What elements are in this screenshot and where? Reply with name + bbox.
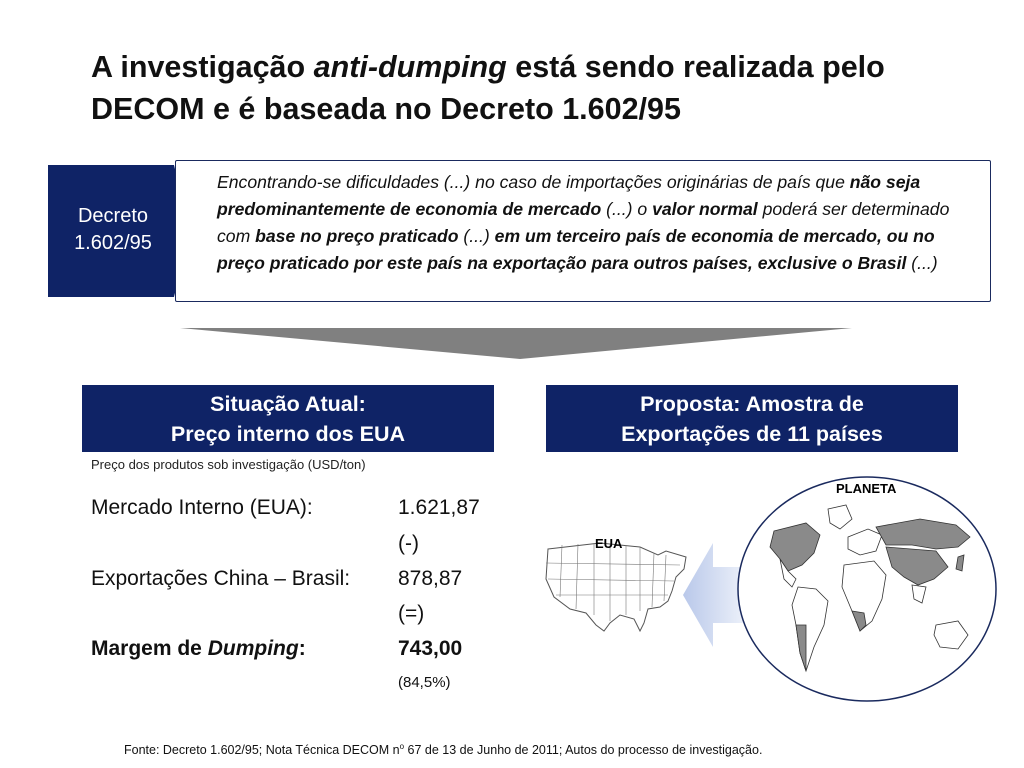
dumping-margin-row: Margem de Dumping: 743,00: [91, 637, 463, 660]
usa-label: EUA: [595, 536, 623, 551]
internal-market-row: Mercado Interno (EUA): 1.621,87: [91, 496, 480, 519]
price-subtitle: Preço dos produtos sob investigação (USD…: [91, 457, 366, 472]
decree-quote-text: Encontrando-se dificuldades (...) no cas…: [217, 172, 950, 273]
internal-market-value: 1.621,87: [398, 496, 480, 519]
decree-tag: Decreto 1.602/95: [48, 165, 190, 297]
proposal-header: Proposta: Amostra de Exportações de 11 p…: [546, 385, 958, 452]
current-situation-header: Situação Atual: Preço interno dos EUA: [82, 385, 494, 452]
planet-label: PLANETA: [836, 481, 897, 496]
world-map-circle: [737, 476, 997, 702]
page-title: A investigação anti-dumping está sendo r…: [91, 50, 885, 126]
funnel-arrow: [180, 328, 852, 359]
dumping-percent: (84,5%): [398, 674, 451, 691]
equals-sign: (=): [398, 602, 425, 625]
dumping-margin-value: 743,00: [398, 637, 463, 660]
decree-tag-line2: 1.602/95: [74, 232, 152, 254]
exports-value: 878,87: [398, 567, 463, 590]
title-italic: anti-dumping: [313, 50, 507, 84]
usa-map: [545, 542, 687, 633]
decree-quote-box: Encontrando-se dificuldades (...) no cas…: [175, 160, 991, 302]
minus-sign: (-): [398, 532, 419, 555]
exports-row: Exportações China – Brasil: 878,87: [91, 567, 463, 590]
decree-tag-line1: Decreto: [77, 205, 149, 227]
import-arrow: [683, 543, 747, 647]
source-footnote: Fonte: Decreto 1.602/95; Nota Técnica DE…: [124, 742, 763, 758]
